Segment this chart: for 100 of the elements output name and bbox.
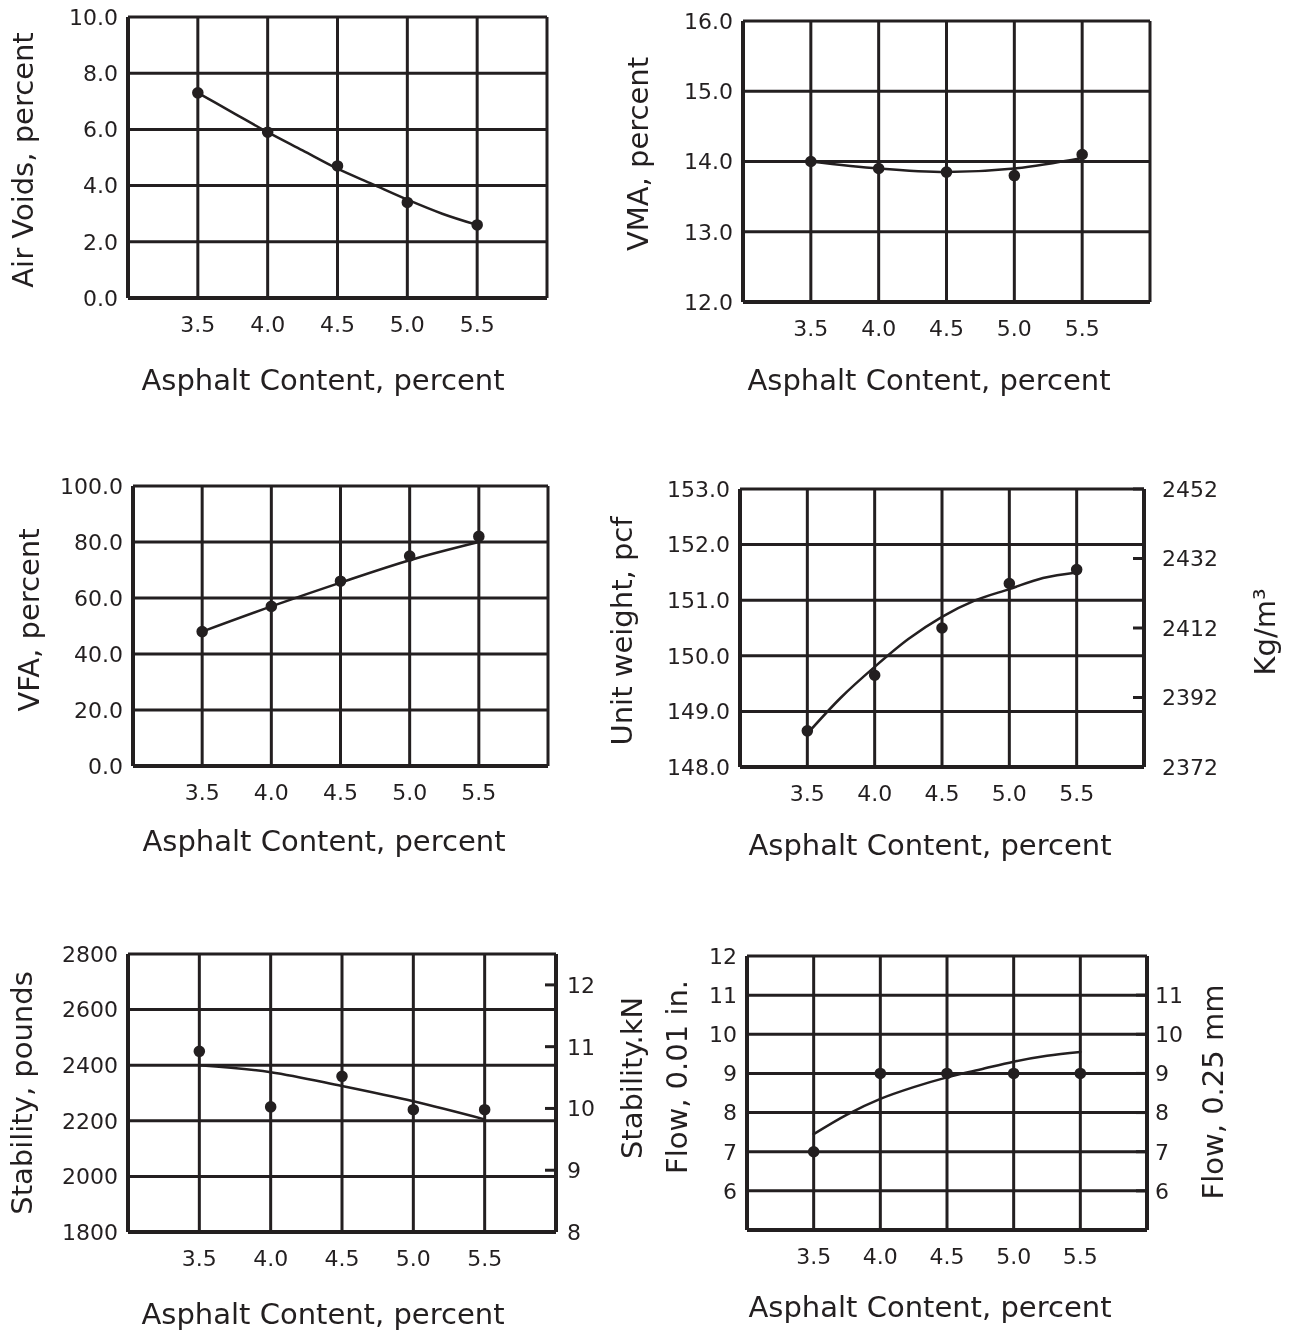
y2-axis-title: Flow, 0.25 mm — [1196, 984, 1230, 1200]
y-axis-title: Stability, pounds — [5, 971, 39, 1215]
y-tick-label: 153.0 — [667, 476, 730, 502]
x-axis-title: Asphalt Content, percent — [748, 1290, 1112, 1324]
point — [1008, 169, 1021, 182]
y-tick-label: 12.0 — [684, 289, 733, 315]
y2-tick-label: 11 — [1155, 983, 1183, 1009]
y-tick-label: 4.0 — [83, 173, 118, 199]
point — [872, 162, 885, 175]
x-axis-title: Asphalt Content, percent — [747, 363, 1111, 397]
y-tick-label: 80.0 — [74, 529, 123, 555]
y-axis-title: Unit weight, pcf — [605, 516, 639, 746]
y-tick-label: 14.0 — [684, 149, 733, 175]
x-tick-label: 4.0 — [253, 1245, 289, 1271]
y-tick-label: 10.0 — [69, 4, 118, 30]
x-tick-label: 4.0 — [250, 311, 286, 337]
y-tick-label: 15.0 — [684, 79, 733, 105]
y-tick-label: 1800 — [62, 1219, 118, 1245]
y2-tick-label: 9 — [567, 1158, 581, 1184]
point — [1003, 577, 1016, 590]
y-tick-label: 11 — [709, 982, 737, 1008]
point — [331, 160, 344, 172]
point — [801, 725, 814, 737]
y2-tick-label: 10 — [1155, 1022, 1183, 1048]
y2-tick-label: 11 — [567, 1034, 595, 1060]
point — [805, 155, 817, 168]
x-tick-label: 3.5 — [789, 780, 825, 806]
y-tick-label: 8 — [723, 1100, 737, 1126]
point — [334, 575, 347, 587]
x-axis-title: Asphalt Content, percent — [141, 363, 505, 397]
y-tick-label: 12 — [709, 943, 737, 969]
y2-tick-label: 2452 — [1162, 476, 1218, 502]
x-tick-label: 5.0 — [392, 779, 428, 805]
point — [196, 625, 208, 638]
x-tick-label: 4.5 — [324, 1245, 360, 1271]
point — [478, 1103, 491, 1116]
y2-tick-label: 8 — [1155, 1100, 1169, 1126]
x-tick-label: 4.0 — [857, 780, 893, 806]
y2-tick-label: 2372 — [1162, 754, 1218, 780]
y2-tick-label: 9 — [1155, 1061, 1169, 1087]
y2-tick-label: 2412 — [1162, 615, 1218, 641]
y-tick-label: 2000 — [62, 1164, 118, 1190]
point — [936, 622, 948, 634]
point — [264, 1101, 277, 1113]
y-tick-label: 2600 — [62, 997, 118, 1023]
y2-axis-title: Kg/m³ — [1248, 588, 1282, 676]
y2-tick-label: 2432 — [1162, 546, 1218, 572]
point — [403, 550, 416, 562]
point — [868, 669, 881, 682]
point — [471, 219, 483, 231]
y-axis-title: Air Voids, percent — [6, 32, 40, 288]
point — [1070, 563, 1083, 576]
point — [940, 166, 953, 178]
y-tick-label: 40.0 — [74, 641, 123, 667]
y-tick-label: 20.0 — [74, 697, 123, 723]
y-tick-label: 150.0 — [667, 643, 730, 669]
y-tick-label: 10 — [709, 1022, 737, 1048]
y2-tick-label: 6 — [1155, 1178, 1169, 1204]
y-axis-title: VFA, percent — [12, 528, 46, 712]
x-tick-label: 4.5 — [924, 780, 960, 806]
x-tick-label: 5.0 — [996, 1243, 1032, 1269]
x-tick-label: 3.5 — [184, 779, 220, 805]
y2-axis-title: Stability.kN — [615, 996, 649, 1160]
y-tick-label: 0.0 — [88, 753, 123, 779]
y-tick-label: 2200 — [62, 1108, 118, 1134]
x-tick-label: 4.5 — [320, 311, 355, 337]
x-tick-label: 3.5 — [180, 311, 216, 337]
y-axis-title: Flow, 0.01 in. — [660, 979, 694, 1175]
point — [407, 1103, 420, 1116]
x-tick-label: 5.5 — [467, 1245, 503, 1271]
point — [1076, 148, 1088, 161]
y-tick-label: 2.0 — [83, 229, 118, 255]
x-tick-label: 4.0 — [861, 315, 897, 341]
y-tick-label: 2800 — [62, 941, 118, 967]
x-tick-label: 5.5 — [1064, 315, 1100, 341]
y2-tick-label: 12 — [567, 972, 595, 998]
y-tick-label: 100.0 — [60, 473, 123, 499]
x-tick-label: 5.5 — [1062, 1243, 1098, 1269]
y-axis-title: VMA, percent — [621, 56, 655, 252]
x-tick-label: 5.5 — [461, 779, 497, 805]
y-tick-label: 148.0 — [667, 754, 730, 780]
x-tick-label: 4.5 — [929, 315, 964, 341]
y2-tick-label: 2392 — [1162, 685, 1218, 711]
y2-tick-label: 8 — [567, 1219, 581, 1245]
x-tick-label: 3.5 — [181, 1245, 217, 1271]
x-tick-label: 4.0 — [862, 1243, 898, 1269]
x-tick-label: 4.5 — [323, 779, 358, 805]
x-tick-label: 5.0 — [389, 311, 425, 337]
x-tick-label: 5.5 — [459, 311, 495, 337]
x-tick-label: 5.0 — [395, 1245, 431, 1271]
x-tick-label: 4.5 — [929, 1243, 965, 1269]
y-tick-label: 13.0 — [684, 219, 733, 245]
x-axis-title: Asphalt Content, percent — [142, 824, 506, 858]
point — [336, 1070, 348, 1083]
point — [193, 1045, 206, 1058]
x-tick-label: 5.0 — [996, 315, 1032, 341]
y-tick-label: 6.0 — [83, 117, 118, 143]
point — [401, 196, 414, 209]
y-tick-label: 151.0 — [667, 588, 730, 614]
x-tick-label: 4.0 — [253, 779, 289, 805]
